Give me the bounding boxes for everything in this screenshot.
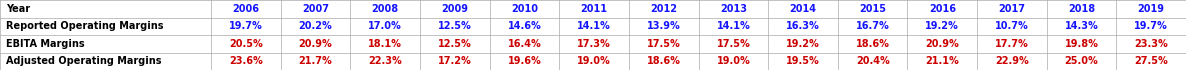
Text: 21.1%: 21.1% [925,56,959,66]
Text: 2009: 2009 [441,4,468,14]
Text: 18.1%: 18.1% [369,39,402,49]
Text: 12.5%: 12.5% [438,39,472,49]
Text: 2018: 2018 [1067,4,1095,14]
Text: 17.5%: 17.5% [716,39,751,49]
Text: 10.7%: 10.7% [995,21,1028,31]
Text: 27.5%: 27.5% [1134,56,1168,66]
Text: 17.7%: 17.7% [995,39,1028,49]
Text: 16.4%: 16.4% [508,39,541,49]
Text: Year: Year [6,4,30,14]
Text: Reported Operating Margins: Reported Operating Margins [6,21,164,31]
Text: 20.9%: 20.9% [925,39,959,49]
Text: 2012: 2012 [650,4,677,14]
Text: 19.7%: 19.7% [1134,21,1168,31]
Text: 14.3%: 14.3% [1065,21,1098,31]
Text: 19.8%: 19.8% [1065,39,1098,49]
Text: 2006: 2006 [232,4,260,14]
Text: 22.9%: 22.9% [995,56,1028,66]
Text: 2008: 2008 [371,4,398,14]
Text: 17.3%: 17.3% [578,39,611,49]
Text: 18.6%: 18.6% [856,39,890,49]
Text: 19.7%: 19.7% [229,21,263,31]
Text: 19.6%: 19.6% [508,56,541,66]
Text: 21.7%: 21.7% [299,56,332,66]
Text: 2013: 2013 [720,4,747,14]
Text: 16.3%: 16.3% [786,21,820,31]
Text: 2019: 2019 [1137,4,1165,14]
Text: 2011: 2011 [581,4,607,14]
Text: 14.1%: 14.1% [716,21,751,31]
Text: 20.9%: 20.9% [299,39,332,49]
Text: 20.5%: 20.5% [229,39,263,49]
Text: 19.2%: 19.2% [925,21,959,31]
Text: 14.6%: 14.6% [508,21,541,31]
Text: 2010: 2010 [511,4,538,14]
Text: Adjusted Operating Margins: Adjusted Operating Margins [6,56,161,66]
Text: 13.9%: 13.9% [646,21,681,31]
Text: 14.1%: 14.1% [578,21,611,31]
Text: 19.0%: 19.0% [716,56,751,66]
Text: EBITA Margins: EBITA Margins [6,39,84,49]
Text: 25.0%: 25.0% [1065,56,1098,66]
Text: 17.2%: 17.2% [438,56,472,66]
Text: 18.6%: 18.6% [646,56,681,66]
Text: 2015: 2015 [859,4,886,14]
Text: 2016: 2016 [929,4,956,14]
Text: 19.5%: 19.5% [786,56,820,66]
Text: 17.5%: 17.5% [646,39,681,49]
Text: 19.0%: 19.0% [578,56,611,66]
Text: 19.2%: 19.2% [786,39,820,49]
Text: 23.3%: 23.3% [1134,39,1168,49]
Text: 17.0%: 17.0% [369,21,402,31]
Text: 12.5%: 12.5% [438,21,472,31]
Text: 2007: 2007 [302,4,329,14]
Text: 16.7%: 16.7% [856,21,890,31]
Text: 2017: 2017 [999,4,1026,14]
Text: 2014: 2014 [790,4,816,14]
Text: 23.6%: 23.6% [229,56,263,66]
Text: 20.4%: 20.4% [856,56,890,66]
Text: 22.3%: 22.3% [369,56,402,66]
Text: 20.2%: 20.2% [299,21,332,31]
